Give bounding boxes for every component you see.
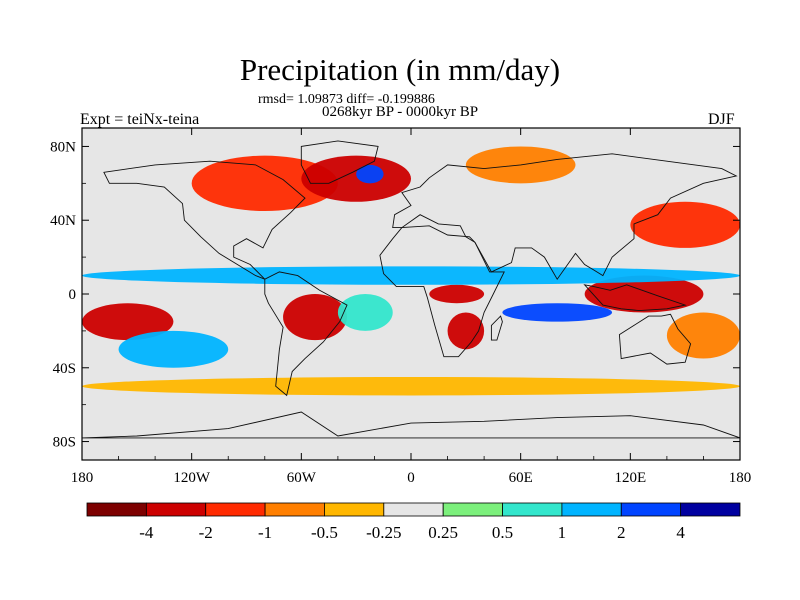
lon-tick-label: 120W (173, 470, 211, 486)
season-label: DJF (708, 111, 735, 128)
anomaly-region (301, 155, 411, 202)
lat-tick-label: 80N (50, 139, 76, 155)
anomaly-region (283, 294, 348, 341)
anomaly-region (502, 303, 613, 322)
anomaly-region (118, 330, 229, 368)
anomaly-region (82, 377, 740, 396)
colorbar-bin (680, 502, 741, 517)
lon-tick-label: 0 (407, 470, 415, 486)
colorbar-label: 0.25 (428, 523, 458, 542)
colorbar-label: -4 (139, 523, 154, 542)
colorbar-bin (502, 502, 563, 517)
lon-tick-label: 60E (509, 470, 533, 486)
colorbar-label: 2 (617, 523, 626, 542)
anomaly-region (630, 201, 740, 248)
lat-tick-label: 40N (50, 213, 76, 229)
colorbar-bin (205, 502, 266, 517)
colorbar-bin (264, 502, 325, 517)
anomaly-region (584, 275, 704, 313)
coastlines (82, 140, 740, 439)
anomaly-regions (82, 146, 740, 396)
colorbar-bin (620, 502, 682, 517)
colorbar-label: 0.5 (492, 523, 513, 542)
colorbar-label: -1 (258, 523, 272, 542)
colorbar-bin (324, 502, 385, 517)
lon-tick-label: 120E (614, 470, 646, 486)
colorbar-label: 1 (558, 523, 567, 542)
anomaly-region (356, 164, 384, 184)
colorbar-label: -2 (199, 523, 213, 542)
anomaly-region (82, 303, 174, 341)
colorbar-bin (442, 502, 503, 517)
coastline-australia (618, 313, 692, 365)
anomaly-region (666, 312, 740, 359)
period-line: 0268kyr BP - 0000kyr BP (322, 104, 479, 120)
anomaly-region (337, 294, 393, 331)
colorbar-label: -0.25 (366, 523, 401, 542)
experiment-label: Expt = teiNx-teina (80, 111, 200, 128)
coastline-antarctica (82, 411, 740, 439)
anomaly-region (82, 266, 740, 285)
chart-title: Precipitation (in mm/day) (239, 52, 561, 87)
colorbar-bin (86, 502, 147, 517)
stats-line: rmsd= 1.09873 diff= -0.199886 (258, 92, 435, 107)
coastline-indonesia (583, 284, 687, 312)
lat-tick-label: 80S (53, 435, 76, 451)
colorbar-bin (145, 502, 207, 517)
coastline-africa (379, 225, 505, 358)
coastline-south-america (264, 271, 348, 397)
anomaly-region (429, 284, 485, 304)
anomaly-region (191, 155, 338, 211)
colorbar-label: -0.5 (311, 523, 338, 542)
lon-tick-label: 180 (729, 470, 752, 486)
colorbar-label: 4 (676, 523, 685, 542)
lon-tick-label: 60W (287, 470, 317, 486)
lon-tick-label: 180 (71, 470, 94, 486)
colorbar-bin (561, 502, 622, 517)
anomaly-region (447, 312, 485, 350)
coastline-greenland (300, 140, 379, 184)
lat-tick-label: 40S (53, 361, 76, 377)
colorbar-bin (383, 502, 444, 517)
lat-tick-label: 0 (69, 287, 77, 303)
coastline-madagascar (490, 315, 503, 341)
coastline-north-america (103, 160, 306, 280)
